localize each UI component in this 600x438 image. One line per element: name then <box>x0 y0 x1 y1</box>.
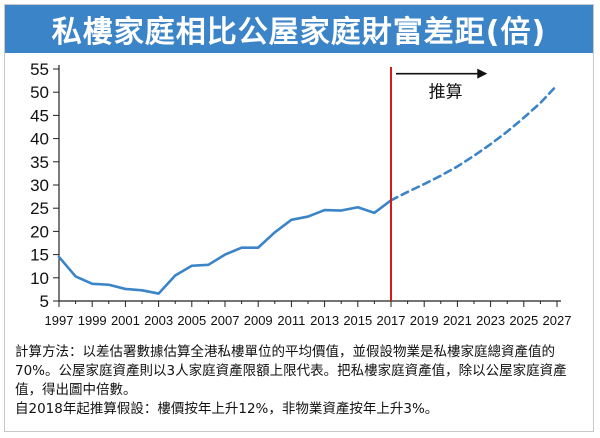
x-tick-label: 2027 <box>543 313 572 328</box>
x-tick-label: 2017 <box>377 313 406 328</box>
y-tick-label: 15 <box>30 246 49 265</box>
chart-card: 私樓家庭相比公屋家庭財富差距(倍) 5 10 15 20 25 30 35 40 45 50 55 … <box>4 4 594 432</box>
x-tick-label: 2019 <box>410 313 439 328</box>
y-axis-ticks: 5 10 15 20 25 30 35 40 45 50 55 <box>30 60 59 311</box>
y-tick-label: 30 <box>30 176 49 195</box>
projection-arrow-head <box>477 68 488 79</box>
x-tick-label: 1999 <box>78 313 107 328</box>
y-tick-label: 35 <box>30 153 49 172</box>
y-tick-label: 40 <box>30 130 49 149</box>
chart-axes <box>58 65 561 302</box>
x-axis-ticks: 1997 1999 2001 2003 2005 2007 2009 2011 2013 2015… <box>45 301 572 328</box>
chart-annotations: 推算 <box>390 67 488 301</box>
series-line-actual <box>57 199 393 295</box>
x-tick-label: 2011 <box>277 313 305 328</box>
x-tick-label: 2021 <box>443 313 472 328</box>
y-tick-label: 45 <box>30 106 49 125</box>
x-tick-label: 2023 <box>476 313 505 328</box>
methodology-notes: 計算方法：以差估署數據估算全港私樓單位的平均價值，並假設物業是私樓家庭總資產值的… <box>15 343 587 419</box>
chart-title: 私樓家庭相比公屋家庭財富差距(倍) <box>5 5 593 53</box>
x-tick-label: 2009 <box>244 313 273 328</box>
x-tick-label: 2025 <box>509 313 538 328</box>
x-tick-label: 2015 <box>343 313 372 328</box>
note-method: 計算方法：以差估署數據估算全港私樓單位的平均價值，並假設物業是私樓家庭總資產值的… <box>15 344 567 398</box>
y-tick-label: 5 <box>40 292 49 311</box>
y-tick-label: 55 <box>30 60 49 79</box>
x-tick-label: 2005 <box>177 313 206 328</box>
x-tick-label: 2007 <box>211 313 240 328</box>
projection-label: 推算 <box>429 83 463 102</box>
chart-series <box>57 83 559 295</box>
x-tick-label: 2013 <box>310 313 339 328</box>
y-tick-label: 20 <box>30 222 49 241</box>
x-tick-label: 2003 <box>144 313 173 328</box>
x-tick-label: 2001 <box>111 313 140 328</box>
y-tick-label: 25 <box>30 199 49 218</box>
note-projection: 自2018年起推算假設：樓價按年上升12%，非物業資產按年上升3%。 <box>15 401 439 417</box>
y-tick-label: 50 <box>30 83 49 102</box>
y-tick-label: 10 <box>30 269 49 288</box>
series-line-projection <box>389 83 559 202</box>
x-tick-label: 1997 <box>45 313 74 328</box>
